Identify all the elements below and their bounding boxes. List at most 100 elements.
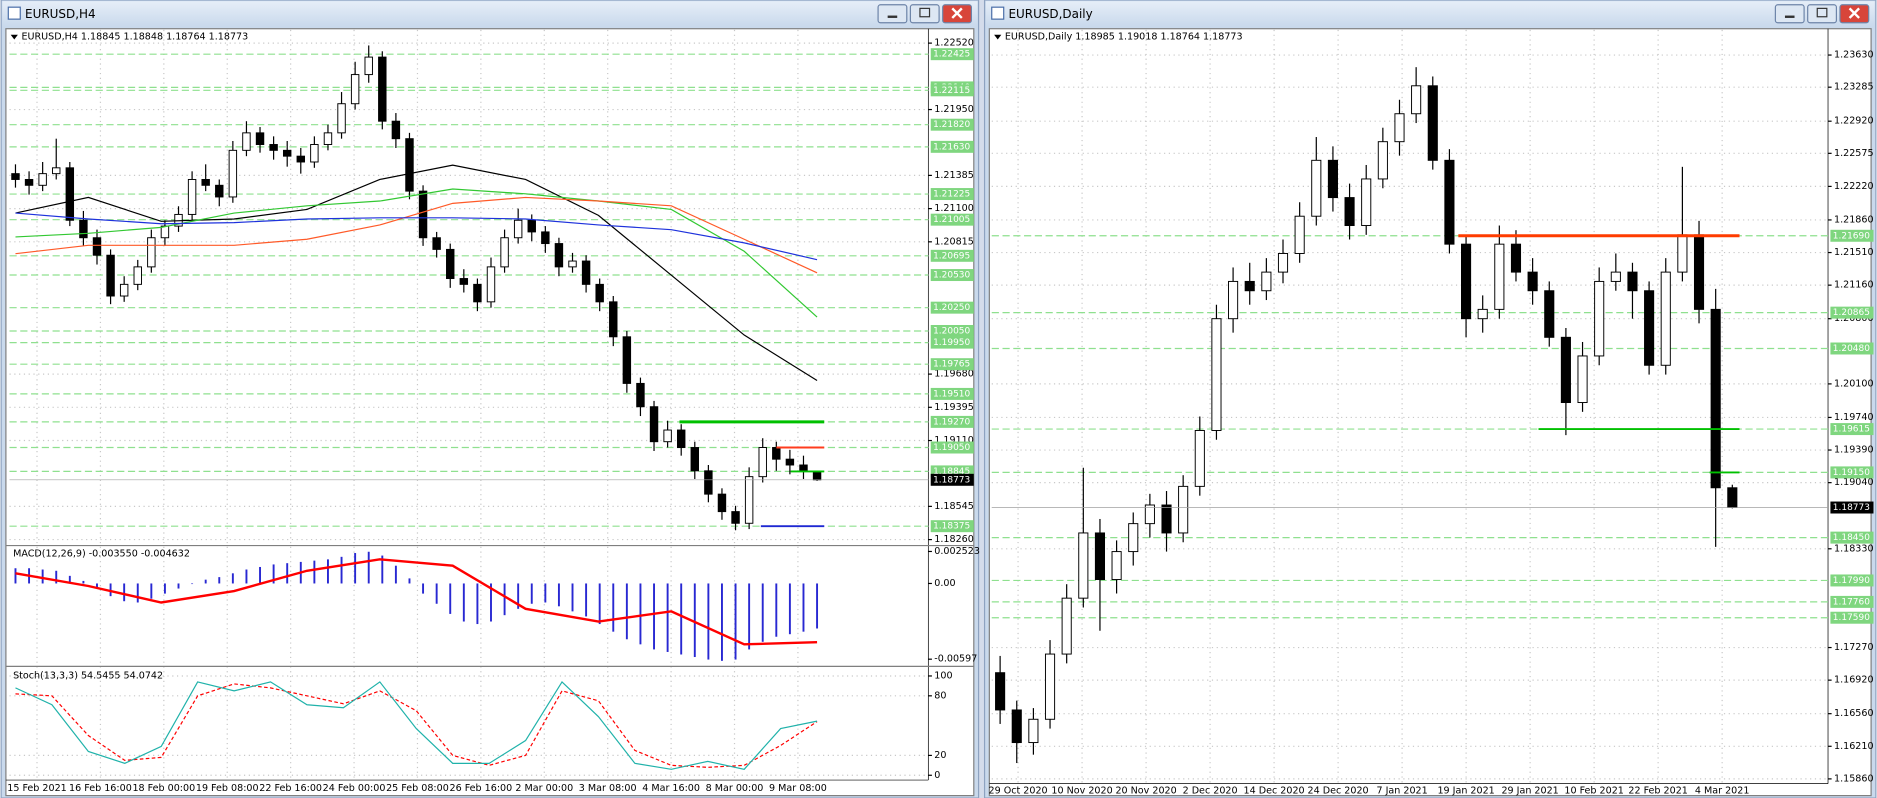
window-title: EURUSD,Daily	[1008, 7, 1092, 21]
candle-body	[147, 237, 156, 268]
macd-bar	[775, 583, 778, 637]
candle-body	[418, 190, 428, 239]
moving-average	[15, 196, 818, 274]
macd-bar	[55, 570, 58, 584]
level-label: 1.21690	[1833, 231, 1870, 241]
candle-body	[1228, 280, 1239, 320]
macd-bar	[204, 579, 207, 584]
time-label: 4 Mar 2021	[1695, 785, 1750, 796]
price-label: 1.21860	[1834, 214, 1874, 225]
level-label: 1.20695	[933, 251, 970, 261]
price-label: 1.19395	[934, 402, 974, 413]
candle-body	[1710, 308, 1721, 489]
restore-button[interactable]	[909, 4, 940, 24]
macd-bar	[354, 553, 357, 584]
candle-body	[1161, 504, 1172, 534]
macd-bar	[625, 583, 628, 640]
candle-body	[1178, 485, 1189, 534]
macd-bar	[327, 559, 329, 584]
level-label: 1.21820	[933, 120, 970, 130]
candle-body	[160, 225, 170, 239]
level-label-bg	[930, 140, 974, 153]
minimize-button[interactable]	[877, 4, 908, 24]
macd-bar	[340, 556, 343, 584]
macd-bar	[422, 583, 425, 594]
macd-bar	[68, 575, 71, 584]
macd-bar	[41, 569, 44, 584]
price-label: 1.19040	[1834, 477, 1874, 488]
candle-body	[1693, 234, 1705, 310]
candle-body	[513, 219, 523, 239]
macd-bar	[544, 583, 547, 603]
level-label: 1.17760	[1833, 597, 1870, 607]
candle-body	[1644, 290, 1655, 366]
candle-body	[704, 470, 713, 495]
macd-bar	[259, 566, 261, 584]
macd-bar	[666, 583, 669, 652]
candle-body	[812, 470, 822, 481]
time-label: 24 Feb 00:00	[323, 783, 386, 794]
candle-body	[649, 406, 659, 443]
macd-bar	[286, 563, 289, 584]
macd-label: MACD(12,26,9) -0.003550 -0.004632	[13, 548, 190, 559]
chart-info: EURUSD,Daily 1.18985 1.19018 1.18764 1.1…	[1005, 32, 1243, 43]
level-label: 1.19510	[933, 389, 970, 399]
macd-bar	[177, 583, 180, 589]
macd-bar	[748, 583, 751, 650]
level-label-bg	[1830, 595, 1874, 608]
minimize-button[interactable]	[1774, 4, 1805, 24]
macd-bar	[816, 583, 819, 629]
price-label: 1.16560	[1834, 708, 1874, 719]
macd-bar	[96, 583, 98, 588]
price-label: 1.20800	[1834, 313, 1874, 324]
time-label: 19 Jan 2021	[1437, 785, 1494, 796]
level-label: 1.20530	[933, 271, 970, 281]
candle-body	[269, 144, 278, 151]
macd-bar	[14, 568, 17, 584]
candle-body	[187, 178, 197, 215]
candle-body	[255, 132, 265, 145]
level-label-bg	[930, 415, 974, 428]
candle-body	[744, 476, 754, 524]
indicator-axis-label: -0.00597	[934, 654, 977, 665]
candle-body	[459, 278, 469, 285]
level-label-bg	[930, 188, 974, 201]
price-label: 1.18260	[934, 534, 974, 545]
current-price-label: 1.18773	[1833, 503, 1870, 513]
window-icon	[991, 6, 1005, 20]
price-label: 1.21160	[1834, 280, 1874, 291]
macd-bar	[245, 569, 248, 584]
current-price-bg	[1830, 501, 1874, 514]
level-label-bg	[1830, 574, 1874, 587]
price-label: 1.19740	[1834, 412, 1874, 423]
macd-bar	[802, 583, 805, 632]
macd-bar	[218, 577, 221, 584]
indicator-axis-label: 0.00	[934, 578, 955, 589]
price-label: 1.20815	[934, 236, 974, 247]
level-label: 1.18845	[933, 467, 970, 477]
candle-body	[731, 511, 740, 524]
macd-bar	[680, 583, 683, 655]
candle-body	[119, 283, 129, 297]
stoch-label: Stoch(13,3,3) 54.5455 54.0742	[13, 670, 163, 681]
candle-body	[473, 283, 482, 303]
restore-button[interactable]	[1807, 4, 1837, 24]
candle-body	[1461, 243, 1472, 320]
macd-bar	[761, 583, 764, 642]
candle-body	[1044, 653, 1056, 720]
time-label: 7 Jan 2021	[1376, 785, 1427, 796]
candle-body	[1660, 271, 1671, 366]
candle-body	[391, 120, 401, 140]
time-label: 22 Feb 2021	[1628, 785, 1688, 796]
price-label: 1.23630	[1834, 50, 1874, 61]
price-label: 1.22520	[934, 38, 974, 49]
macd-bar	[462, 583, 465, 622]
level-label: 1.20050	[933, 326, 970, 336]
level-label: 1.22115	[933, 86, 970, 96]
macd-bar	[123, 583, 126, 602]
candle-body	[242, 132, 251, 151]
price-label: 1.19110	[934, 435, 974, 446]
candle-body	[1094, 532, 1106, 581]
candle-body	[1194, 429, 1205, 487]
level-label: 1.20250	[933, 303, 970, 313]
